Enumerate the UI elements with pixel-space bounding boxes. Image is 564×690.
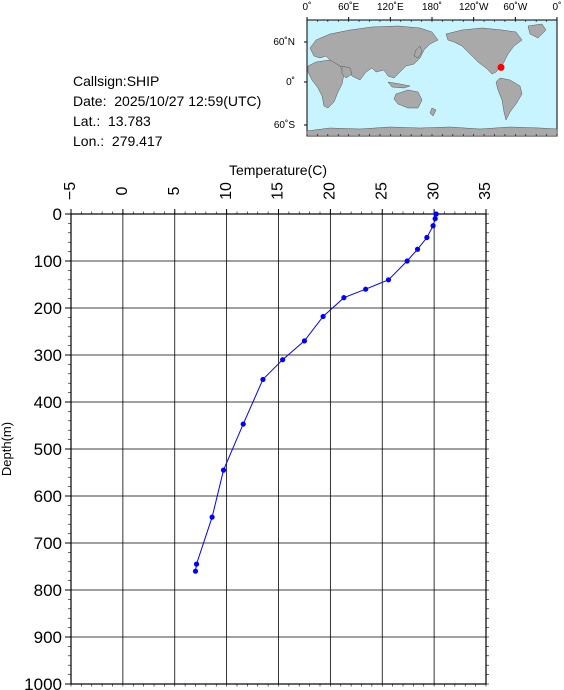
map-lat-label: 60˚S <box>274 119 295 131</box>
map-lon-label: 120˚W <box>459 1 489 13</box>
temperature-data-point <box>363 286 369 292</box>
x-axis-ticks: −5 0 5 10 15 20 25 30 35 <box>62 182 494 687</box>
callsign-text: Callsign:SHIP <box>73 73 160 89</box>
temperature-data-point <box>280 357 286 363</box>
y-axis-ticks: 0 100 200 300 400 500 600 700 800 900 1000 <box>24 205 489 690</box>
map-lon-label: 60˚E <box>338 1 359 13</box>
x-tick-label: 25 <box>373 182 390 200</box>
greenland-land <box>527 23 547 39</box>
temperature-data-point <box>240 421 246 427</box>
x-tick-label: 35 <box>477 182 494 200</box>
y-tick-label: 700 <box>34 534 62 553</box>
temperature-data-point <box>192 568 199 574</box>
map-landmasses <box>306 23 558 137</box>
x-tick-label: 0 <box>114 186 131 195</box>
map-lon-label: 60˚W <box>503 1 527 13</box>
indonesia-land <box>387 81 411 89</box>
x-tick-label: 15 <box>270 182 287 200</box>
temperature-depth-chart: −5 0 5 10 15 20 25 30 35 01002003004005006007008… <box>0 162 494 690</box>
map-lat-label: 0˚ <box>286 76 295 88</box>
map-lat-label: 60˚N <box>273 36 295 48</box>
latitude-text: Lat.: 13.783 <box>73 113 151 129</box>
x-axis-title: Temperature(C) <box>229 162 327 178</box>
temperature-data-point <box>193 561 200 567</box>
y-tick-label: 1000 <box>24 675 62 690</box>
map-axis-labels: 0˚ 60˚E 120˚E 180˚ 120˚W 60˚W 0˚ 60˚N 0˚ 60˚S <box>273 1 561 131</box>
y-tick-label: 400 <box>34 393 62 412</box>
temperature-data-point <box>320 313 326 320</box>
newzealand-land <box>429 107 437 117</box>
x-tick-label: 20 <box>322 182 339 200</box>
temperature-data-point <box>430 223 436 229</box>
australia-land <box>393 89 423 109</box>
x-tick-label: −5 <box>62 182 79 200</box>
south-america-land <box>495 77 523 121</box>
x-tick-label: 5 <box>166 186 183 195</box>
y-tick-label: 900 <box>34 628 62 647</box>
japan-land <box>413 45 423 59</box>
station-info: Callsign:SHIP Date: 2025/10/27 12:59(UTC… <box>73 71 261 151</box>
temperature-data-point <box>385 277 392 283</box>
longitude-text: Lon.: 279.417 <box>73 133 163 149</box>
temperature-data-point <box>220 467 227 473</box>
y-tick-label: 100 <box>34 252 62 271</box>
africa-land <box>307 59 345 109</box>
map-lon-label: 0˚ <box>553 1 562 13</box>
y-tick-label: 600 <box>34 487 62 506</box>
arabia-land <box>341 65 353 79</box>
y-tick-label: 800 <box>34 581 62 600</box>
temperature-profile-line <box>195 213 437 572</box>
temperature-data-point <box>260 376 266 383</box>
temperature-data-point <box>301 338 308 344</box>
temperature-data-point <box>432 216 438 222</box>
temperature-data-point <box>404 258 410 264</box>
y-tick-label: 500 <box>34 440 62 459</box>
ship-position-marker <box>497 63 505 71</box>
x-tick-label: 30 <box>425 182 442 200</box>
date-text: Date: 2025/10/27 12:59(UTC) <box>73 93 262 109</box>
temperature-profile-series <box>192 211 439 574</box>
map-tick-marks <box>304 17 558 136</box>
y-tick-label: 0 <box>53 205 62 224</box>
map-lon-label: 180˚ <box>422 1 442 13</box>
temperature-data-point <box>209 514 215 520</box>
chart-grid <box>70 213 487 685</box>
x-tick-label: 10 <box>218 182 235 200</box>
map-lon-label: 0˚ <box>303 1 312 13</box>
temperature-data-point <box>414 246 421 252</box>
map-lon-label: 120˚E <box>377 1 404 13</box>
y-tick-label: 200 <box>34 299 62 318</box>
temperature-data-point <box>341 295 347 301</box>
y-tick-label: 300 <box>34 346 62 365</box>
y-axis-title: Depth(m) <box>0 422 14 476</box>
temperature-data-point <box>424 234 430 241</box>
temperature-data-point <box>433 211 439 217</box>
